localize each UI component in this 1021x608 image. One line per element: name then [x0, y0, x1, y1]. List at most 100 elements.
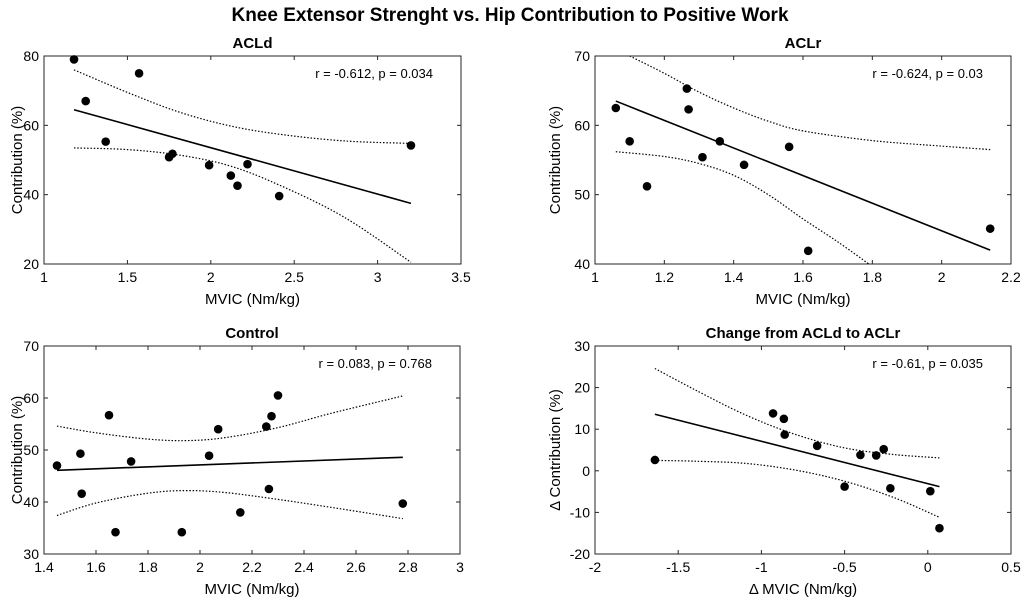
- x-tick-label: 1.4: [34, 559, 54, 575]
- data-point: [104, 410, 114, 420]
- correlation-annotation: r = -0.624, p = 0.03: [872, 66, 983, 81]
- ci-upper-curve: [56, 395, 403, 442]
- x-tick-label: 2.2: [242, 559, 262, 575]
- data-point: [69, 55, 79, 64]
- data-point: [274, 191, 284, 201]
- data-point: [879, 444, 889, 454]
- data-point: [739, 160, 749, 170]
- data-point: [204, 160, 214, 170]
- x-tick-label: 2.8: [398, 559, 418, 575]
- data-point: [236, 508, 245, 517]
- data-point: [77, 489, 86, 498]
- regression-line: [56, 456, 403, 472]
- data-point: [126, 457, 136, 466]
- x-tick-label: -0.5: [833, 559, 857, 575]
- regression-line: [615, 100, 991, 251]
- data-point: [642, 182, 652, 191]
- data-point: [812, 441, 822, 451]
- x-axis-label: MVIC (Nm/kg): [205, 291, 300, 308]
- y-tick-label: 40: [23, 494, 39, 510]
- ci-upper-curve: [73, 69, 412, 144]
- y-tick-label: 40: [574, 256, 590, 272]
- x-tick-label: 2: [207, 269, 215, 285]
- y-tick-label: 70: [23, 338, 39, 354]
- data-point: [233, 181, 242, 190]
- x-tick-label: 1: [40, 269, 48, 285]
- data-point: [267, 411, 276, 421]
- data-point: [886, 483, 895, 493]
- x-tick-label: 2.6: [346, 559, 366, 575]
- data-point: [985, 224, 995, 233]
- y-axis-label: Δ Contribution (%): [547, 389, 564, 511]
- panel-aclr: ACLr 1 1.2 1.4 1.6 1.8 2 2.2 40 50 60 70 MVIC (Nm/kg…: [547, 35, 1021, 308]
- data-point: [684, 105, 693, 114]
- data-point: [204, 451, 214, 461]
- data-point: [803, 246, 813, 256]
- y-tick-label: 60: [574, 117, 590, 133]
- x-axis-label: MVIC (Nm/kg): [205, 581, 300, 598]
- data-point: [177, 527, 187, 537]
- y-tick-label: 60: [23, 390, 39, 406]
- x-axis-label: MVIC (Nm/kg): [756, 291, 851, 308]
- correlation-annotation: r = -0.612, p = 0.034: [315, 66, 433, 81]
- ci-lower-curve: [56, 489, 403, 520]
- y-axis-label: Contribution (%): [547, 106, 564, 214]
- ci-lower-curve: [615, 151, 870, 264]
- y-tick-label: -20: [570, 546, 590, 562]
- data-point: [871, 451, 881, 460]
- ci-upper-curve: [654, 367, 940, 459]
- regression-line: [654, 413, 940, 488]
- data-point: [264, 484, 274, 494]
- data-point: [625, 136, 634, 146]
- data-point: [243, 159, 252, 169]
- y-tick-label: 50: [574, 187, 590, 203]
- y-tick-label: 40: [23, 187, 39, 203]
- data-point: [398, 499, 408, 508]
- data-point: [611, 103, 621, 113]
- data-point: [168, 149, 177, 159]
- ci-lower-curve: [654, 459, 940, 518]
- x-tick-label: 1.8: [138, 559, 158, 575]
- data-point: [406, 141, 416, 150]
- x-tick-label: 2.2: [1001, 269, 1021, 285]
- data-point: [101, 137, 111, 146]
- x-tick-label: 1: [591, 269, 599, 285]
- x-tick-label: 0: [924, 559, 932, 575]
- y-tick-label: -10: [570, 504, 590, 520]
- y-axis-label: Contribution (%): [9, 396, 26, 504]
- y-tick-label: 80: [23, 48, 39, 64]
- x-tick-label: -1.5: [666, 559, 690, 575]
- data-point: [780, 430, 789, 439]
- data-point: [698, 152, 707, 162]
- data-point: [935, 523, 944, 533]
- panel-title: Change from ACLd to ACLr: [706, 325, 901, 342]
- panel-title: ACLd: [233, 35, 273, 52]
- data-point: [273, 391, 283, 400]
- data-point: [134, 69, 144, 78]
- y-tick-label: 0: [582, 463, 590, 479]
- panel-title: Control: [225, 325, 278, 342]
- y-tick-label: 60: [23, 117, 39, 133]
- panel-acld: ACLd 1 1.5 2 2.5 3 3.5 20 40 60 80 MVIC (Nm/kg) Cont…: [9, 35, 471, 308]
- x-tick-label: 1.6: [86, 559, 106, 575]
- axes-box: [43, 345, 461, 555]
- axes-box: [43, 55, 462, 265]
- data-point: [682, 84, 692, 93]
- data-point: [76, 449, 85, 458]
- x-tick-label: 3: [456, 559, 464, 575]
- data-point: [925, 486, 935, 496]
- correlation-annotation: r = -0.61, p = 0.035: [872, 356, 983, 371]
- data-point: [111, 527, 120, 537]
- x-tick-label: 3: [374, 269, 382, 285]
- y-tick-label: 70: [574, 48, 590, 64]
- data-point: [213, 424, 223, 434]
- x-tick-label: 2: [196, 559, 204, 575]
- data-point: [856, 450, 865, 460]
- y-axis-label: Contribution (%): [9, 106, 26, 214]
- x-tick-label: 2.5: [284, 269, 304, 285]
- data-point: [226, 171, 236, 180]
- data-point: [779, 414, 789, 424]
- y-tick-label: 30: [574, 338, 590, 354]
- regression-line: [73, 108, 412, 205]
